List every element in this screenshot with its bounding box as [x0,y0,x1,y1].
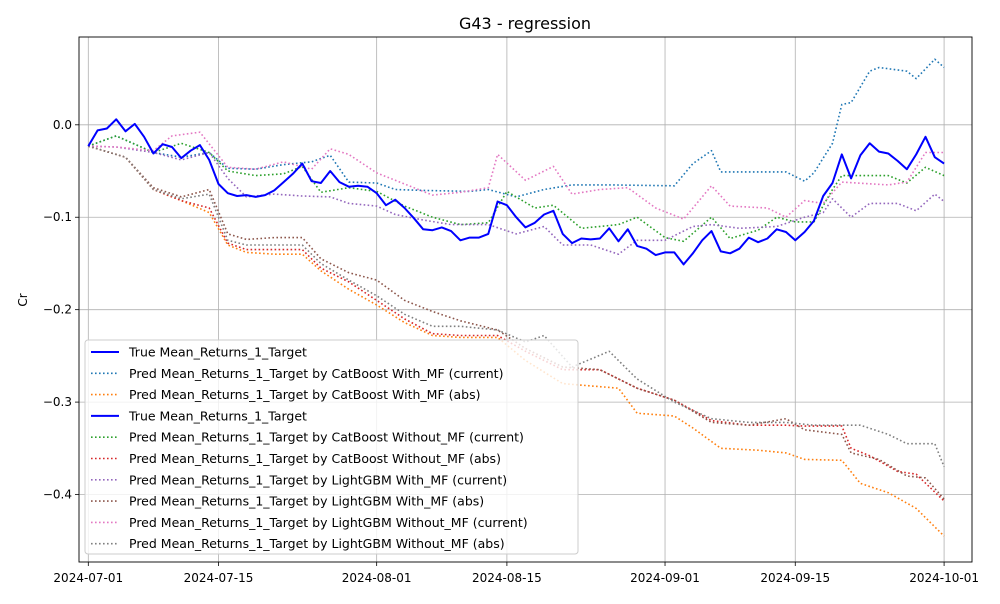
y-axis-label: Cr [16,293,30,306]
y-tick-label: −0.1 [43,210,72,224]
y-tick-label: 0.0 [53,118,72,132]
legend-label: Pred Mean_Returns_1_Target by LightGBM W… [129,472,507,487]
y-tick-label: −0.4 [43,488,72,502]
series-line-4 [88,135,945,243]
x-tick-label: 2024-08-15 [472,571,542,585]
series-line-6 [88,145,945,255]
x-tick-label: 2024-09-15 [760,571,830,585]
legend-label: True Mean_Returns_1_Target [128,408,307,423]
axis-ticks: 2024-07-01 2024-07-15 2024-08-01 2024-08-15… [43,118,979,585]
series-line-8 [88,131,945,220]
series-line-0 [87,118,945,266]
x-tick-label: 2024-07-15 [184,571,254,585]
legend-box [84,339,579,555]
legend-label: True Mean_Returns_1_Target [128,345,307,360]
series-line-7 [88,145,945,500]
x-tick-label: 2024-07-01 [53,571,123,585]
series-line-2 [88,145,945,537]
x-tick-label: 2024-10-01 [909,571,979,585]
series-line-1 [88,58,945,198]
legend-label: Pred Mean_Returns_1_Target by CatBoost W… [129,430,524,445]
y-tick-label: −0.2 [43,303,72,317]
legend: True Mean_Returns_1_Target Pred Mean_Retu… [84,339,579,555]
legend-label: Pred Mean_Returns_1_Target by CatBoost W… [129,366,503,381]
x-tick-label: 2024-09-01 [630,571,700,585]
legend-label: Pred Mean_Returns_1_Target by LightGBM W… [129,494,484,509]
x-tick-label: 2024-08-01 [342,571,412,585]
plot-frame [78,36,973,563]
series-line-5 [88,145,945,502]
legend-label: Pred Mean_Returns_1_Target by LightGBM W… [129,515,528,530]
chart-title: G43 - regression [459,14,591,33]
series-line-9 [88,145,945,468]
series-group [87,58,945,537]
legend-label: Pred Mean_Returns_1_Target by CatBoost W… [129,451,501,466]
y-tick-label: −0.3 [43,395,72,409]
legend-label: Pred Mean_Returns_1_Target by CatBoost W… [129,387,480,402]
legend-label: Pred Mean_Returns_1_Target by LightGBM W… [129,536,505,551]
